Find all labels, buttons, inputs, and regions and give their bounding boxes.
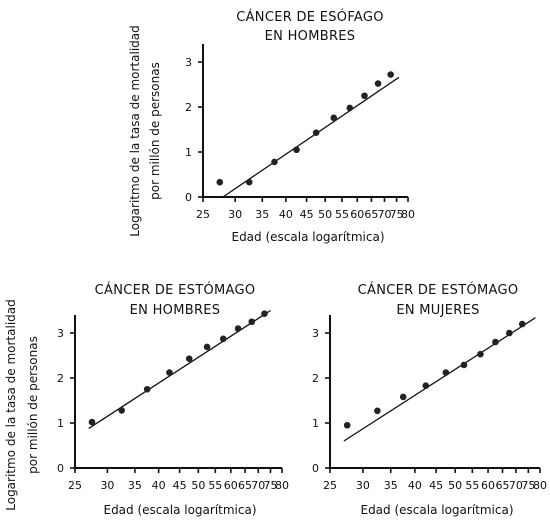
y-axis-label-line-2: por millón de personas: [148, 62, 162, 200]
x-tick-label: 30: [356, 479, 370, 492]
data-point: [118, 407, 125, 414]
data-point: [492, 338, 499, 346]
x-tick-label: 55: [208, 479, 222, 492]
data-point: [185, 355, 193, 362]
data-point: [422, 382, 430, 389]
x-tick-label: 55: [335, 208, 349, 221]
data-point: [477, 350, 484, 358]
trend-line: [88, 309, 271, 429]
data-point: [88, 418, 96, 426]
trend-line: [343, 317, 536, 442]
trend-line: [222, 76, 400, 198]
data-point: [248, 318, 256, 326]
chart-title-line-1: CÁNCER DE ESÓFAGO: [236, 9, 384, 25]
x-tick-label: 25: [323, 479, 337, 492]
data-point: [166, 369, 173, 376]
chart-panel-esofago-hombres: CÁNCER DE ESÓFAGO EN HOMBRES Logaritmo d…: [128, 9, 415, 244]
x-tick-label: 70: [377, 208, 391, 221]
x-tick-label: 70: [251, 479, 265, 492]
data-point: [387, 71, 394, 78]
y-tick-label: 2: [312, 372, 319, 385]
x-tick-label: 60: [224, 479, 238, 492]
data-point: [293, 146, 300, 154]
x-tick-label: 80: [401, 208, 415, 221]
x-tick-label: 65: [496, 479, 510, 492]
x-tick-label: 60: [481, 479, 495, 492]
y-axis-label-line-2: por millón de personas: [26, 336, 40, 474]
data-point: [330, 114, 338, 122]
x-tick-label: 80: [275, 479, 289, 492]
x-tick-label: 35: [255, 208, 269, 221]
y-tick-label: 0: [312, 462, 319, 475]
data-point: [234, 325, 242, 332]
y-tick-label: 1: [312, 417, 319, 430]
x-tick-label: 45: [173, 479, 187, 492]
y-tick-label: 1: [57, 417, 64, 430]
x-tick-label: 30: [228, 208, 242, 221]
x-tick-label: 25: [196, 208, 210, 221]
y-tick-label: 0: [185, 191, 192, 204]
x-tick-label: 50: [191, 479, 205, 492]
x-tick-label: 50: [318, 208, 332, 221]
data-point: [460, 361, 468, 369]
x-tick-label: 60: [350, 208, 364, 221]
data-point: [216, 178, 224, 186]
data-point: [399, 393, 407, 401]
data-point: [374, 80, 382, 87]
chart-panel-estomago-mujeres: CÁNCER DE ESTÓMAGO EN MUJERES Edad (esca…: [312, 282, 547, 517]
chart-title-line-2: EN HOMBRES: [130, 303, 221, 318]
x-tick-label: 40: [279, 208, 293, 221]
data-point: [346, 104, 354, 112]
data-point: [143, 385, 151, 393]
x-tick-label: 65: [238, 479, 252, 492]
x-tick-label: 35: [128, 479, 142, 492]
data-point: [518, 320, 526, 328]
data-point: [442, 369, 450, 376]
x-axis-label: Edad (escala logarítmica): [231, 230, 384, 244]
x-axis-label: Edad (escala logarítmica): [103, 503, 256, 517]
data-point: [203, 343, 211, 351]
chart-title-line-2: EN MUJERES: [396, 303, 479, 318]
x-tick-label: 80: [533, 479, 547, 492]
x-tick-label: 75: [264, 479, 278, 492]
y-axis-label-line-1: Logaritmo de la tasa de mortalidad: [4, 299, 18, 511]
data-point: [343, 421, 351, 429]
x-tick-label: 40: [408, 479, 422, 492]
x-axis-label: Edad (escala logarítmica): [360, 503, 513, 517]
chart-title-line-1: CÁNCER DE ESTÓMAGO: [358, 282, 519, 298]
x-tick-label: 25: [68, 479, 82, 492]
y-tick-label: 3: [57, 327, 64, 340]
data-point: [361, 92, 368, 100]
chart-panel-estomago-hombres: CÁNCER DE ESTÓMAGO EN HOMBRES Logaritmo …: [4, 282, 289, 517]
x-tick-label: 50: [448, 479, 462, 492]
y-axis-label-line-1: Logaritmo de la tasa de mortalidad: [128, 25, 142, 237]
x-tick-label: 40: [152, 479, 166, 492]
data-point: [245, 178, 253, 186]
data-point: [506, 329, 513, 337]
y-tick-label: 2: [57, 372, 64, 385]
y-tick-label: 3: [185, 56, 192, 69]
chart-title-line-2: EN HOMBRES: [265, 29, 356, 44]
x-tick-label: 70: [509, 479, 523, 492]
y-tick-label: 2: [185, 101, 192, 114]
y-tick-label: 0: [57, 462, 64, 475]
y-tick-label: 1: [185, 146, 192, 159]
x-tick-label: 55: [465, 479, 479, 492]
x-tick-label: 35: [384, 479, 398, 492]
data-point: [312, 129, 320, 136]
x-tick-label: 30: [100, 479, 114, 492]
chart-title-line-1: CÁNCER DE ESTÓMAGO: [95, 282, 256, 298]
data-point: [261, 310, 268, 317]
x-tick-label: 75: [390, 208, 404, 221]
x-tick-label: 45: [300, 208, 314, 221]
x-tick-label: 65: [364, 208, 378, 221]
y-tick-label: 3: [312, 327, 319, 340]
x-tick-label: 45: [429, 479, 443, 492]
data-point: [219, 335, 227, 343]
data-point: [271, 158, 278, 166]
x-tick-label: 75: [521, 479, 535, 492]
data-point: [374, 407, 381, 415]
